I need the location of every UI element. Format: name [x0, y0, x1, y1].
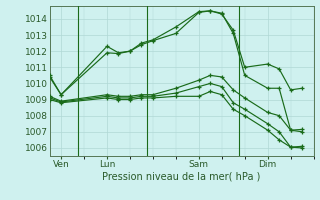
X-axis label: Pression niveau de la mer( hPa ): Pression niveau de la mer( hPa )	[102, 172, 261, 182]
